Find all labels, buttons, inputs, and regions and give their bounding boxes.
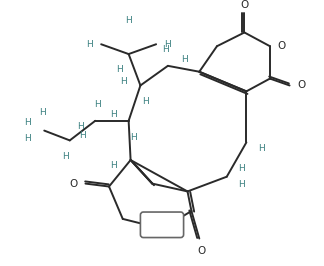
Text: H: H: [182, 55, 188, 64]
Text: H: H: [163, 45, 169, 54]
Text: H: H: [110, 161, 117, 171]
Text: H: H: [116, 65, 123, 74]
Text: H: H: [125, 16, 132, 25]
Text: H: H: [24, 134, 30, 143]
Text: H: H: [164, 40, 171, 49]
Text: O: O: [240, 0, 249, 10]
Text: H: H: [120, 77, 127, 86]
Text: O: O: [297, 80, 306, 90]
Text: H: H: [110, 110, 117, 119]
Text: H: H: [78, 122, 84, 131]
Text: Abs: Abs: [153, 220, 171, 229]
FancyBboxPatch shape: [140, 212, 184, 238]
Text: H: H: [24, 118, 30, 127]
Text: H: H: [63, 152, 69, 161]
Text: H: H: [238, 164, 245, 173]
Text: H: H: [258, 144, 265, 153]
Text: H: H: [39, 108, 46, 117]
Text: H: H: [238, 180, 245, 189]
Text: O: O: [69, 178, 78, 189]
Text: H: H: [131, 132, 137, 142]
Text: H: H: [94, 100, 101, 109]
Text: H: H: [87, 40, 93, 49]
Text: O: O: [278, 41, 286, 51]
Text: H: H: [142, 97, 149, 106]
Text: O: O: [197, 246, 205, 256]
Text: H: H: [79, 131, 86, 140]
